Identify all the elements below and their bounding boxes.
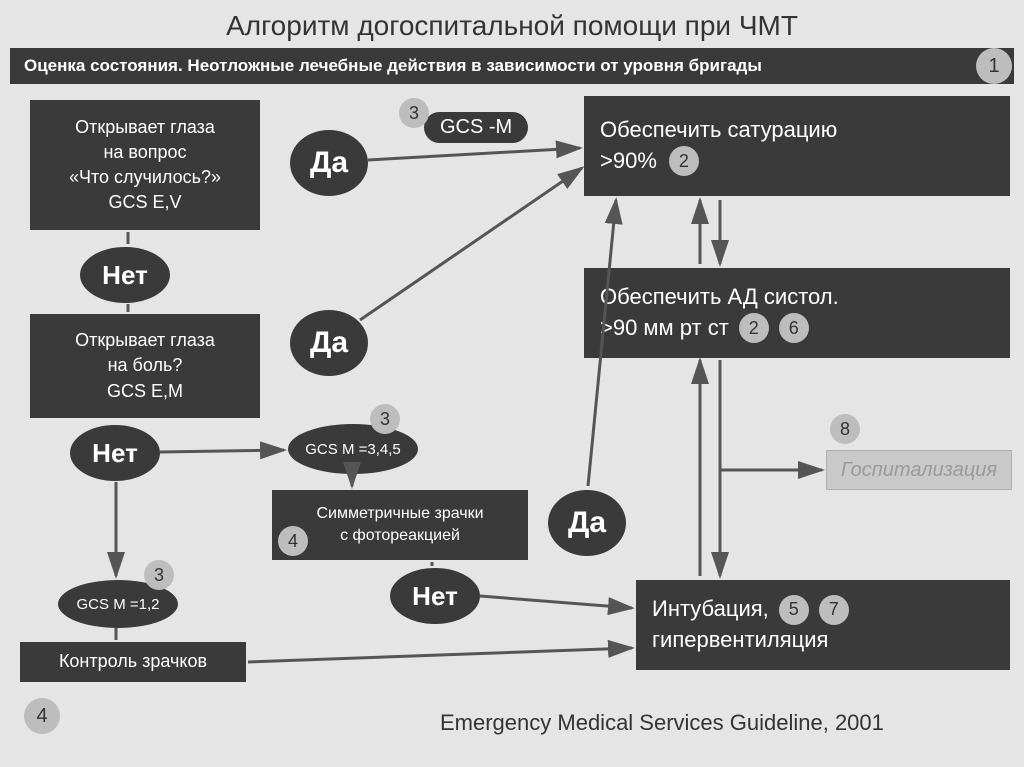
pupils-line1: Симметричные зрачки (316, 503, 483, 525)
label-gcsm: GCS -M (424, 112, 528, 143)
intub-line1: Интубация, (652, 594, 769, 625)
q1-line3: «Что случилось?» (69, 165, 221, 190)
node-pupils-symmetric: Симметричные зрачки с фотореакцией (272, 490, 528, 560)
oval-yes-3: Да (548, 490, 626, 556)
pupils-line2: с фотореакцией (340, 525, 460, 547)
q2-line2: на боль? (108, 353, 183, 378)
oval-gcs-345: GCS M =3,4,5 (288, 424, 418, 474)
sat-line2: >90% (600, 146, 657, 177)
bp-line1: Обеспечить АД систол. (600, 282, 839, 313)
badge-2a: 2 (669, 146, 699, 176)
subtitle-bar: Оценка состояния. Неотложные лечебные де… (10, 48, 1014, 84)
badge-2b: 2 (739, 313, 769, 343)
node-hospitalization: Госпитализация (826, 450, 1012, 490)
badge-7: 7 (819, 595, 849, 625)
bp-line2: >90 мм рт ст (600, 313, 729, 344)
page-title: Алгоритм догоспитальной помощи при ЧМТ (0, 0, 1024, 48)
sat-line1: Обеспечить сатурацию (600, 115, 837, 146)
node-question-2: Открывает глаза на боль? GCS E,M (30, 314, 260, 418)
badge-6: 6 (779, 313, 809, 343)
q1-line1: Открывает глаза (75, 115, 215, 140)
badge-8: 8 (830, 414, 860, 444)
oval-no-3: Нет (390, 568, 480, 624)
badge-3c: 3 (144, 560, 174, 590)
badge-3a: 3 (399, 98, 429, 128)
badge-4a: 4 (278, 526, 308, 556)
q2-line1: Открывает глаза (75, 328, 215, 353)
node-intubation: Интубация, 5 7 гипервентиляция (636, 580, 1010, 670)
subtitle-text: Оценка состояния. Неотложные лечебные де… (24, 56, 762, 75)
intub-line2: гипервентиляция (652, 625, 828, 656)
q1-line4: GCS E,V (108, 190, 181, 215)
badge-1: 1 (976, 48, 1012, 84)
node-pupil-control: Контроль зрачков (20, 642, 246, 682)
oval-no-2: Нет (70, 425, 160, 481)
oval-yes-1: Да (290, 130, 368, 196)
node-saturation: Обеспечить сатурацию >90% 2 (584, 96, 1010, 196)
badge-4b: 4 (24, 698, 60, 734)
q1-line2: на вопрос (103, 140, 186, 165)
footer-citation: Emergency Medical Services Guideline, 20… (440, 710, 884, 736)
oval-no-1: Нет (80, 247, 170, 303)
node-question-1: Открывает глаза на вопрос «Что случилось… (30, 100, 260, 230)
badge-3b: 3 (370, 404, 400, 434)
oval-yes-2: Да (290, 310, 368, 376)
q2-line3: GCS E,M (107, 379, 183, 404)
node-blood-pressure: Обеспечить АД систол. >90 мм рт ст 2 6 (584, 268, 1010, 358)
badge-5: 5 (779, 595, 809, 625)
